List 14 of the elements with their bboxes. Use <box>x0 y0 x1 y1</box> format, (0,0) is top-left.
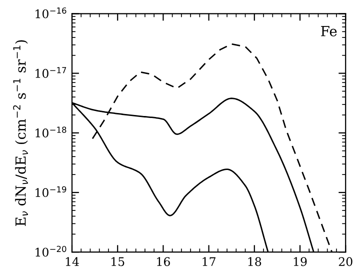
x-tick-label: 14 <box>66 257 79 266</box>
text: E$_{ν}$ dN$_{ν}$/dE$_{ν}$ (cm$^{−2}$ s$^{−1}$ sr$^{−1}$) <box>13 40 28 226</box>
y-tick-label: 10$^{−17}$ <box>36 67 66 78</box>
x-tick-label: 15 <box>112 257 124 266</box>
x-tick-label: 17 <box>202 257 216 266</box>
x-tick-label: 18 <box>248 257 262 266</box>
x-tick-label: 19 <box>294 257 307 266</box>
x-tick-label: 20 <box>338 257 352 266</box>
x-tick-label: 16 <box>157 257 170 266</box>
y-tick-label: 10$^{−20}$ <box>36 246 66 257</box>
annotation: Fe <box>321 26 337 36</box>
y-tick-label: 10$^{−19}$ <box>36 186 66 198</box>
y-tick-label: 10$^{−18}$ <box>36 126 66 138</box>
y-tick-label: 10$^{−16}$ <box>36 7 66 18</box>
